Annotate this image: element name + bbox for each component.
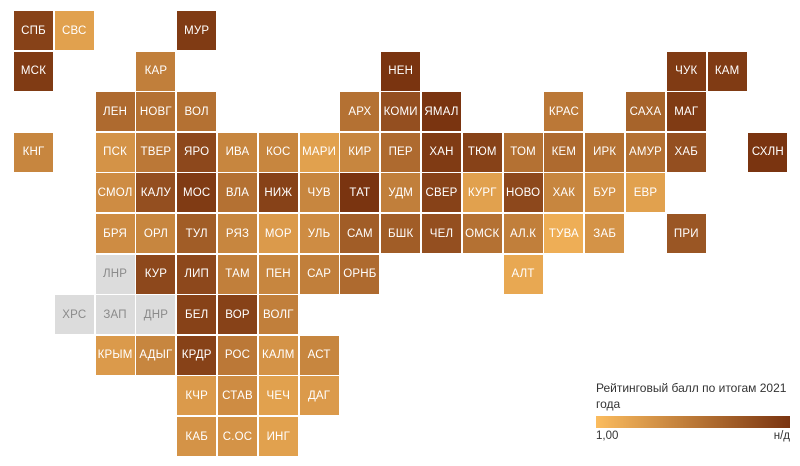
region-tile-23[interactable]: МАРИ [299,132,339,172]
region-tile-85[interactable]: ДАГ [299,376,339,416]
legend-max-label: н/д [773,430,790,442]
region-tile-30[interactable]: ИРК [585,132,625,172]
region-tile-76[interactable]: КРЫМ [95,335,135,375]
legend: Рейтинговый балл по итогам 2021 года 1,0… [596,380,792,442]
region-tile-80[interactable]: КАЛМ [258,335,298,375]
region-tile-7[interactable]: КАМ [707,51,747,91]
region-tile-39[interactable]: ЧУВ [299,173,339,213]
region-tile-77[interactable]: АДЫГ [136,335,176,375]
region-tile-53[interactable]: УЛЬ [299,214,339,253]
region-tile-75[interactable]: ВОЛГ [258,295,298,335]
region-tile-60[interactable]: ЗАБ [585,214,625,253]
region-tile-58[interactable]: АЛ.К [503,214,543,253]
region-tile-33[interactable]: СХЛН [748,132,788,172]
region-tile-8[interactable]: ЛЕН [95,92,135,132]
region-tile-41[interactable]: УДМ [381,173,421,213]
region-tile-83[interactable]: СТАВ [218,376,257,416]
region-tile-20[interactable]: ЯРО [177,132,217,172]
legend-min-label: 1,00 [596,430,619,442]
region-tile-6[interactable]: ЧУК [666,51,706,91]
region-tile-57[interactable]: ОМСК [462,214,502,253]
region-tile-79[interactable]: РОС [218,335,257,375]
region-tile-47[interactable]: ЕВР [626,173,665,213]
region-tile-26[interactable]: ХАН [422,132,461,172]
region-tile-43[interactable]: КУРГ [462,173,502,213]
region-tile-36[interactable]: МОС [177,173,217,213]
region-tile-44[interactable]: НОВО [503,173,543,213]
region-tile-59[interactable]: ТУВА [544,214,584,253]
region-tile-25[interactable]: ПЕР [381,132,421,172]
region-tile-13[interactable]: ЯМАЛ [422,92,461,132]
region-tile-69[interactable]: АЛТ [503,254,543,294]
region-tile-35[interactable]: КАЛУ [136,173,176,213]
region-tile-28[interactable]: ТОМ [503,132,543,172]
region-tile-82[interactable]: КЧР [177,376,217,416]
region-tile-50[interactable]: ТУЛ [177,214,217,253]
region-tile-0[interactable]: СПБ [14,11,53,50]
region-tile-24[interactable]: КИР [340,132,380,172]
region-tile-70[interactable]: ХРС [54,295,94,335]
region-tile-49[interactable]: ОРЛ [136,214,176,253]
region-tile-2[interactable]: МУР [177,11,217,50]
region-tile-86[interactable]: КАБ [177,417,217,456]
region-tile-56[interactable]: ЧЕЛ [422,214,461,253]
region-tile-9[interactable]: НОВГ [136,92,176,132]
region-tile-65[interactable]: ТАМ [218,254,257,294]
region-tile-73[interactable]: БЕЛ [177,295,217,335]
region-tile-5[interactable]: НЕН [381,51,421,91]
region-tile-3[interactable]: МСК [14,51,53,91]
legend-labels: 1,00 н/д [596,430,790,442]
region-tile-34[interactable]: СМОЛ [95,173,135,213]
region-tile-29[interactable]: КЕМ [544,132,584,172]
region-tile-4[interactable]: КАР [136,51,176,91]
region-tile-62[interactable]: ЛНР [95,254,135,294]
region-tile-51[interactable]: РЯЗ [218,214,257,253]
region-tile-14[interactable]: КРАС [544,92,584,132]
region-tile-11[interactable]: АРХ [340,92,380,132]
region-tile-54[interactable]: САМ [340,214,380,253]
region-tile-78[interactable]: КРДР [177,335,217,375]
region-tile-15[interactable]: САХА [626,92,665,132]
region-tile-27[interactable]: ТЮМ [462,132,502,172]
region-tile-17[interactable]: КНГ [14,132,53,172]
legend-gradient-bar [596,416,790,428]
region-tile-40[interactable]: ТАТ [340,173,380,213]
region-tile-66[interactable]: ПЕН [258,254,298,294]
region-tile-10[interactable]: ВОЛ [177,92,217,132]
region-tile-46[interactable]: БУР [585,173,625,213]
region-tile-68[interactable]: ОРНБ [340,254,380,294]
region-tile-52[interactable]: МОР [258,214,298,253]
region-tile-37[interactable]: ВЛА [218,173,257,213]
region-tile-72[interactable]: ДНР [136,295,176,335]
region-tile-22[interactable]: КОС [258,132,298,172]
region-tile-18[interactable]: ПСК [95,132,135,172]
region-tile-38[interactable]: НИЖ [258,173,298,213]
region-tile-87[interactable]: С.ОС [218,417,257,456]
region-tile-45[interactable]: ХАК [544,173,584,213]
region-tile-84[interactable]: ЧЕЧ [258,376,298,416]
region-tile-67[interactable]: САР [299,254,339,294]
legend-title: Рейтинговый балл по итогам 2021 года [596,381,787,411]
region-tile-61[interactable]: ПРИ [666,214,706,253]
region-tile-31[interactable]: АМУР [626,132,665,172]
region-tile-64[interactable]: ЛИП [177,254,217,294]
region-tile-42[interactable]: СВЕР [422,173,461,213]
region-tile-32[interactable]: ХАБ [666,132,706,172]
region-tile-12[interactable]: КОМИ [381,92,421,132]
region-tile-74[interactable]: ВОР [218,295,257,335]
region-tile-88[interactable]: ИНГ [258,417,298,456]
region-tile-63[interactable]: КУР [136,254,176,294]
region-tile-81[interactable]: АСТ [299,335,339,375]
region-tile-71[interactable]: ЗАП [95,295,135,335]
region-tile-1[interactable]: СВС [54,11,94,50]
region-tile-19[interactable]: ТВЕР [136,132,176,172]
region-tile-16[interactable]: МАГ [666,92,706,132]
region-tile-48[interactable]: БРЯ [95,214,135,253]
region-tile-21[interactable]: ИВА [218,132,257,172]
region-tile-55[interactable]: БШК [381,214,421,253]
